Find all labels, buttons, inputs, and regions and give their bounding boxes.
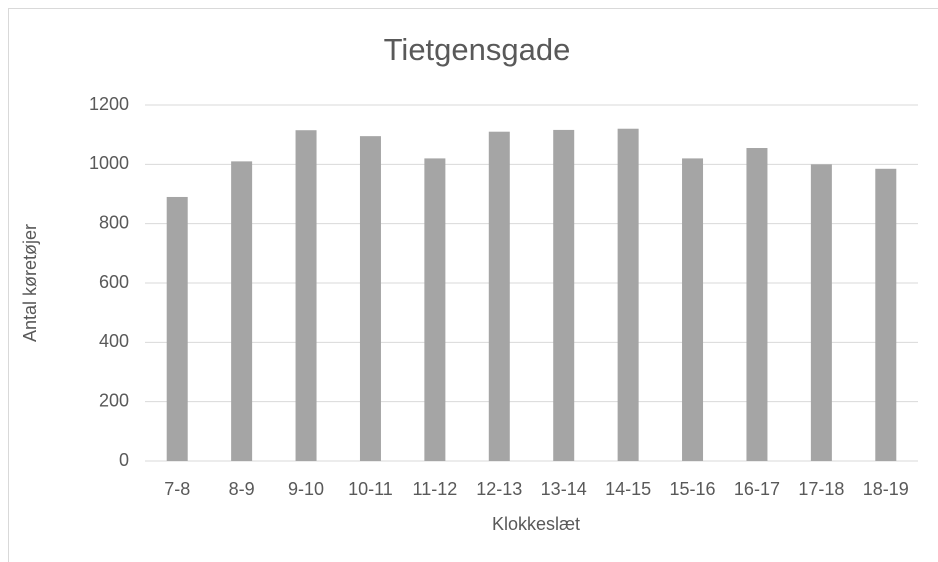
x-tick-label: 17-18 xyxy=(798,479,844,499)
bar xyxy=(810,164,832,462)
y-tick-label: 800 xyxy=(99,212,129,232)
bar xyxy=(231,161,253,461)
x-tick-label: 14-15 xyxy=(605,479,651,499)
y-tick-label: 1000 xyxy=(89,153,129,173)
bar xyxy=(424,158,446,461)
y-tick-label: 0 xyxy=(119,450,129,470)
chart-title: Tietgensgade xyxy=(384,32,571,67)
bar xyxy=(488,131,510,461)
x-tick-label: 16-17 xyxy=(734,479,780,499)
bar xyxy=(682,158,704,461)
x-axis-title: Klokkeslæt xyxy=(492,514,580,534)
bar xyxy=(295,130,317,461)
x-tick-label: 10-11 xyxy=(348,479,393,499)
y-tick-label: 400 xyxy=(99,331,129,351)
bar xyxy=(553,129,575,462)
x-tick-label: 9-10 xyxy=(288,479,324,499)
y-tick-label: 1200 xyxy=(89,94,129,114)
y-tick-label: 600 xyxy=(99,272,129,292)
bar xyxy=(359,136,381,461)
x-tick-label: 11-12 xyxy=(413,479,458,499)
bar xyxy=(617,128,639,461)
x-tick-label: 12-13 xyxy=(476,479,522,499)
bar xyxy=(875,168,897,462)
bar xyxy=(746,148,768,461)
bar xyxy=(166,196,188,461)
x-tick-label: 18-19 xyxy=(863,479,909,499)
x-tick-label: 15-16 xyxy=(670,479,716,499)
x-tick-label: 7-8 xyxy=(164,479,190,499)
x-tick-label: 8-9 xyxy=(229,479,255,499)
y-axis-title: Antal køretøjer xyxy=(20,224,40,342)
y-tick-label: 200 xyxy=(99,390,129,410)
x-tick-label: 13-14 xyxy=(541,479,587,499)
chart-border xyxy=(8,8,938,562)
